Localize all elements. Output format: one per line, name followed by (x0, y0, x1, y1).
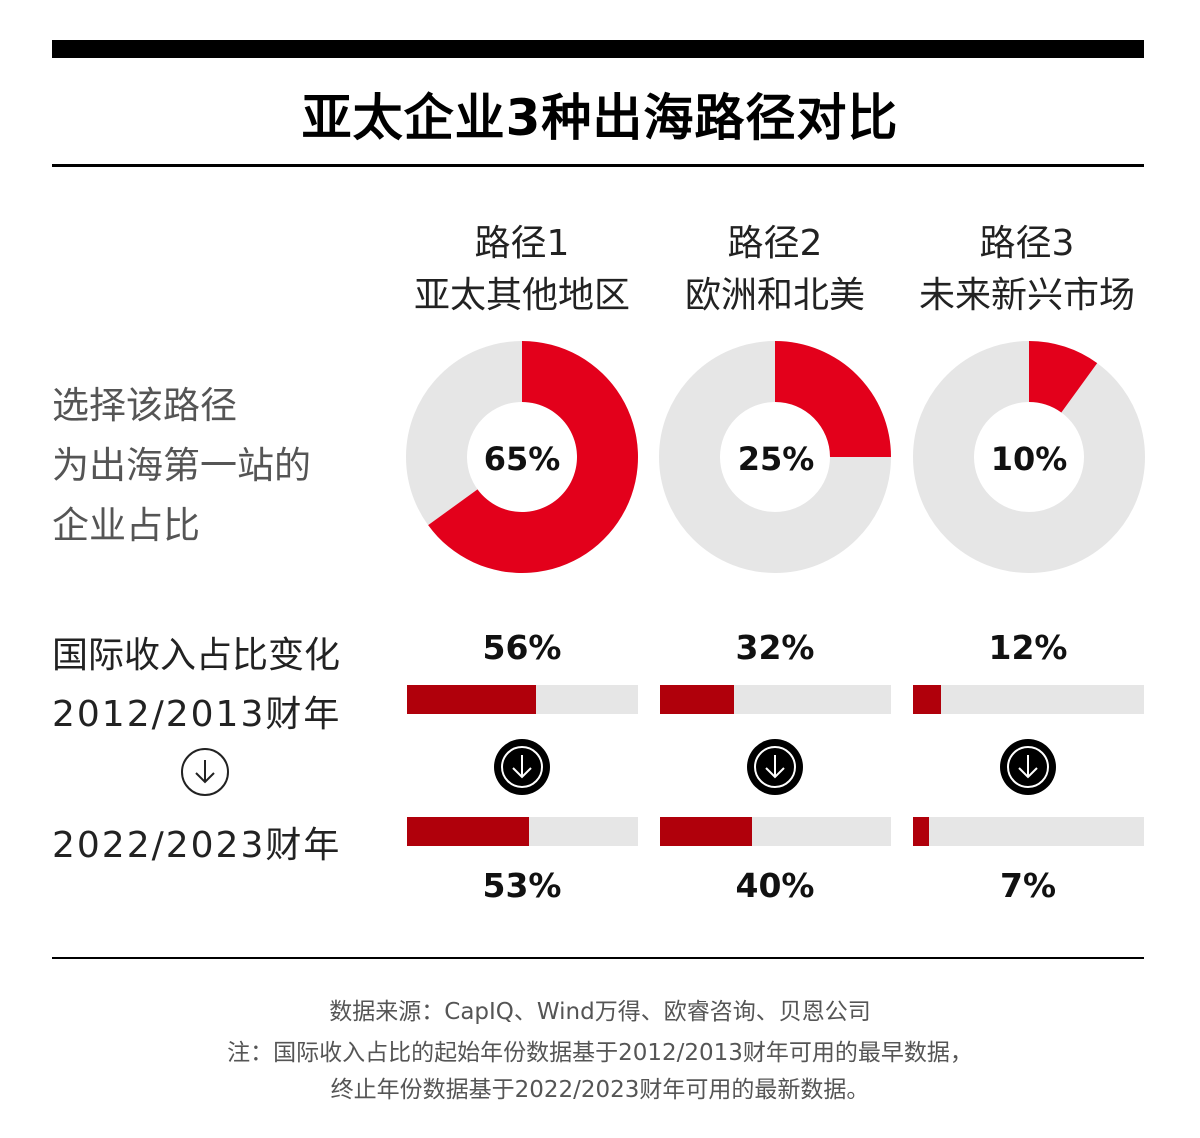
start-bar-track (660, 685, 891, 714)
column-path: 路径3 (979, 223, 1075, 264)
start-bar-fill (660, 685, 734, 714)
end-value-label: 7% (999, 866, 1057, 905)
end-bar-track (407, 817, 638, 846)
end-bar-fill (913, 817, 930, 846)
column-name: 未来新兴市场 (918, 275, 1135, 316)
start-value-label: 12% (988, 628, 1068, 667)
footer-note: 注：国际收入占比的起始年份数据基于2012/2013财年可用的最早数据， (227, 1040, 973, 1066)
donut-value-label: 10% (990, 440, 1068, 478)
footer-source: 数据来源：CapIQ、Wind万得、欧睿咨询、贝恩公司 (329, 999, 871, 1025)
end-bar-fill (407, 817, 530, 846)
start-value-label: 32% (735, 628, 815, 667)
start-bar-track (913, 685, 1144, 714)
donut-slice (1029, 341, 1098, 413)
title-divider (52, 164, 1144, 167)
column-path: 路径2 (727, 223, 823, 264)
top-bar (52, 40, 1144, 58)
arrow-down-icon (181, 748, 229, 796)
end-bar-fill (660, 817, 753, 846)
start-bar-fill (407, 685, 537, 714)
donut-value-label: 65% (483, 440, 561, 478)
donut-row-label: 选择该路径 为出海第一站的 企业占比 (52, 376, 311, 556)
footer-divider (52, 957, 1144, 959)
column-header-1: 路径1 亚太其他地区 (392, 218, 652, 322)
column-name: 欧洲和北美 (684, 275, 865, 316)
arrow-down-icon (747, 739, 803, 795)
column-name: 亚太其他地区 (413, 275, 630, 316)
start-value-label: 56% (482, 628, 562, 667)
donut-value-label: 25% (737, 440, 815, 478)
start-year-label: 2012/2013财年 (52, 694, 342, 735)
end-year-label: 2022/2023财年 (52, 825, 342, 866)
end-value-label: 53% (482, 866, 562, 905)
chart-title: 亚太企业3种出海路径对比 (301, 89, 899, 147)
row-label-line: 企业占比 (52, 504, 200, 547)
column-header-3: 路径3 未来新兴市场 (897, 218, 1157, 322)
arrow-down-icon (494, 739, 550, 795)
column-path: 路径1 (474, 223, 570, 264)
donut-chart-3 (913, 341, 1145, 573)
donut-chart-1 (406, 341, 638, 573)
row-label-line: 选择该路径 (52, 384, 237, 427)
footer-note: 终止年份数据基于2022/2023财年可用的最新数据。 (330, 1077, 870, 1103)
end-value-label: 40% (735, 866, 815, 905)
arrow-down-icon (1000, 739, 1056, 795)
donut-slice (775, 341, 891, 457)
column-header-2: 路径2 欧洲和北美 (645, 218, 905, 322)
end-bar-track (913, 817, 1144, 846)
row-label-line: 为出海第一站的 (52, 444, 311, 487)
donut-slice (428, 341, 638, 573)
donut-chart-2 (659, 341, 891, 573)
start-bar-fill (913, 685, 941, 714)
end-bar-track (660, 817, 891, 846)
start-bar-track (407, 685, 638, 714)
donut-charts (406, 341, 1145, 573)
bar-row-label: 国际收入占比变化 (52, 635, 341, 676)
